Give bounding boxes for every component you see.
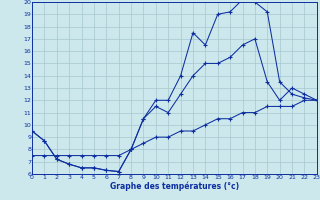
X-axis label: Graphe des températures (°c): Graphe des températures (°c) [110, 181, 239, 191]
